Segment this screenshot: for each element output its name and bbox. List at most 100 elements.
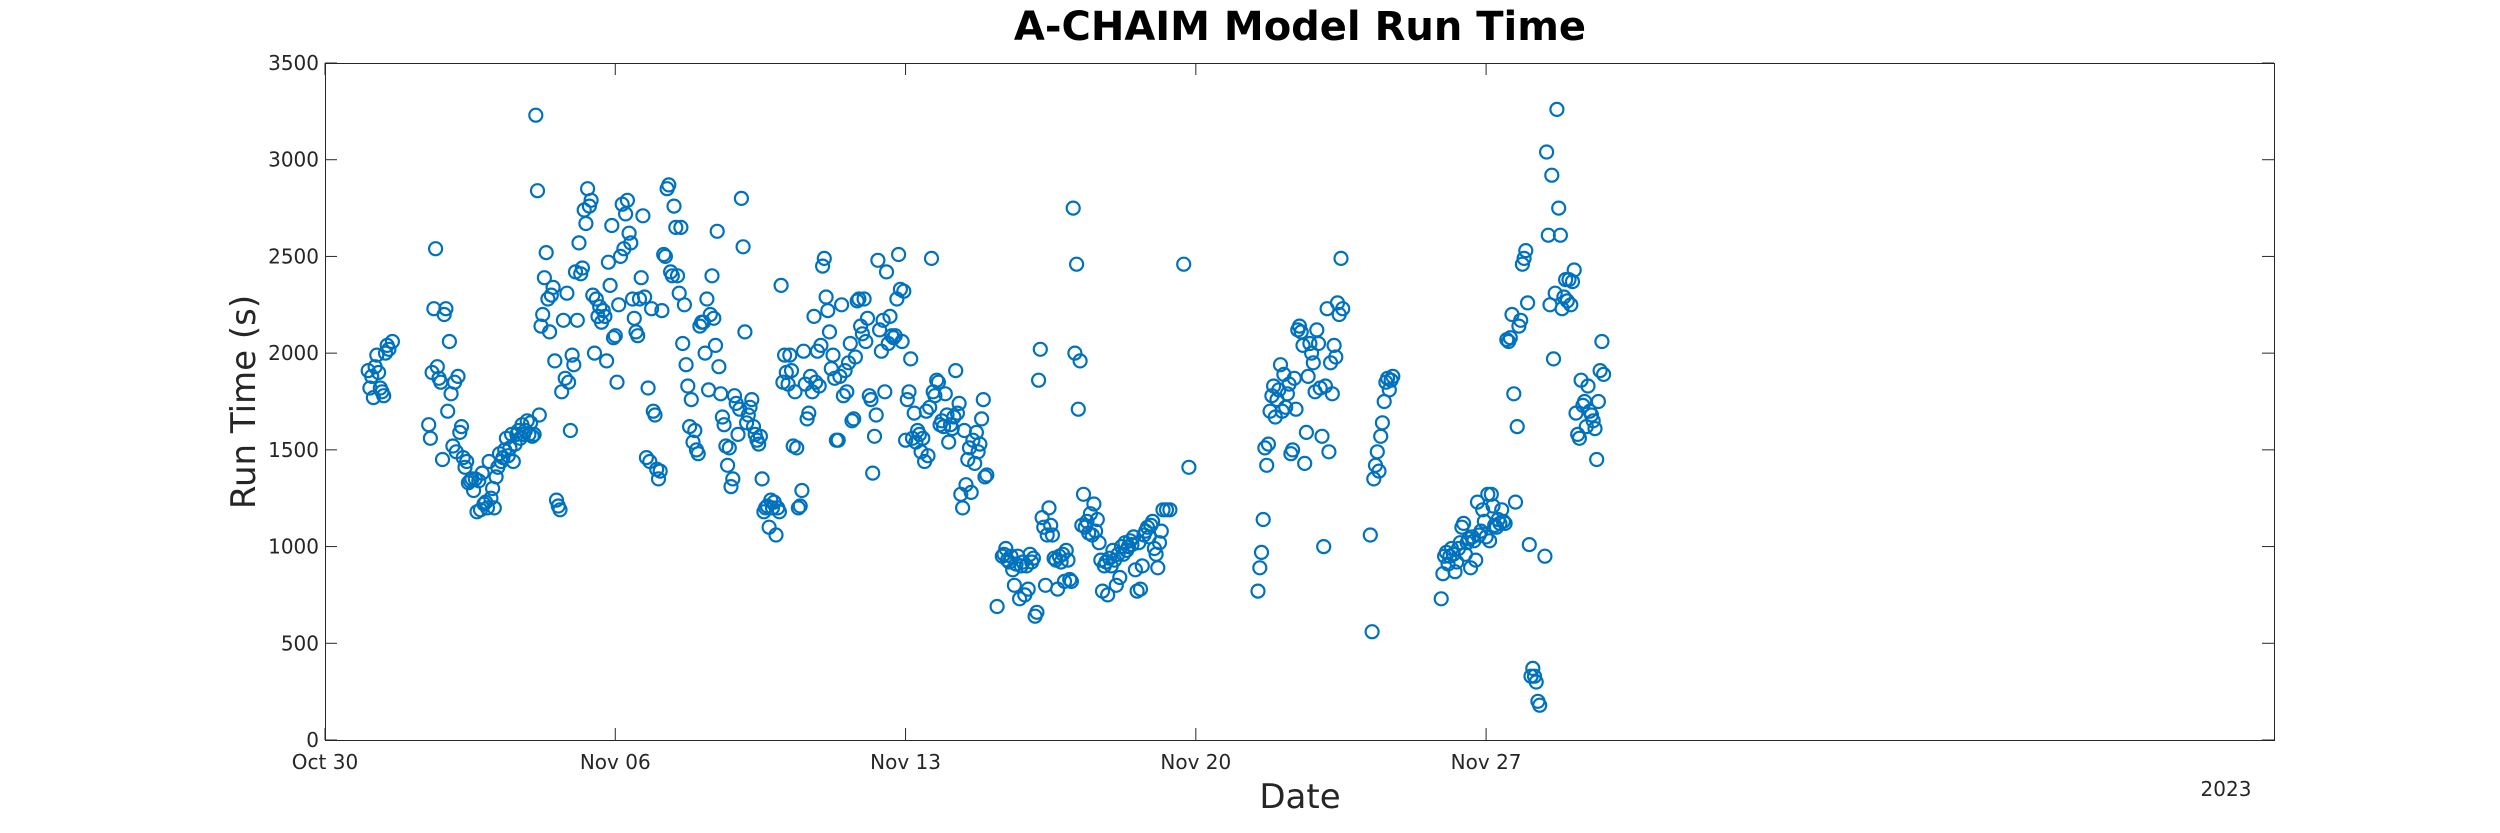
data-point <box>600 254 617 270</box>
data-point <box>471 473 487 489</box>
data-point <box>571 235 587 251</box>
data-point <box>1089 511 1105 528</box>
data-point <box>1566 262 1582 278</box>
data-point <box>849 293 865 309</box>
data-point <box>422 430 438 446</box>
data-point <box>1468 552 1484 568</box>
data-point <box>751 436 767 452</box>
data-point <box>1385 368 1401 384</box>
data-point <box>923 250 940 266</box>
data-point <box>737 324 753 340</box>
data-point <box>1181 459 1197 475</box>
data-point <box>825 347 841 363</box>
data-point <box>1039 527 1055 543</box>
data-point <box>1257 440 1273 456</box>
data-point <box>870 252 886 268</box>
data-point <box>851 291 867 307</box>
data-point <box>488 469 504 485</box>
data-point <box>894 333 910 350</box>
data-point <box>837 363 853 379</box>
data-point <box>830 432 846 448</box>
data-point <box>856 291 872 307</box>
data-point <box>1314 428 1330 444</box>
data-point <box>949 405 966 421</box>
data-point <box>626 310 642 326</box>
data-point <box>1255 511 1271 528</box>
data-point <box>673 219 689 235</box>
data-point <box>899 392 915 408</box>
data-point <box>951 395 967 411</box>
data-point <box>1485 498 1501 514</box>
data-point <box>1032 341 1048 357</box>
data-point <box>1547 285 1563 301</box>
data-point <box>683 392 699 408</box>
data-point <box>1279 386 1296 402</box>
plot-area-frame <box>325 63 2275 741</box>
data-point <box>552 502 568 518</box>
data-point <box>1030 372 1047 388</box>
data-point <box>656 246 672 263</box>
data-point <box>1559 293 1575 309</box>
data-point <box>723 479 739 495</box>
data-point <box>697 345 713 361</box>
data-point <box>854 326 871 342</box>
data-point <box>1144 513 1161 530</box>
data-point <box>529 183 546 199</box>
data-point <box>1518 243 1534 259</box>
data-point <box>1288 401 1304 417</box>
data-point <box>557 370 573 386</box>
data-point <box>1594 333 1610 350</box>
data-point <box>878 264 895 280</box>
data-point <box>1551 200 1567 216</box>
y-tick-label: 3500 <box>268 51 319 75</box>
data-point <box>754 471 770 487</box>
data-point <box>434 451 451 468</box>
data-point <box>664 268 680 284</box>
data-point <box>555 312 572 328</box>
data-point <box>687 422 703 439</box>
data-point <box>1587 421 1603 437</box>
data-point <box>661 177 677 193</box>
data-point <box>733 190 750 206</box>
data-point <box>541 324 558 340</box>
x-axis-year-label: 2023 <box>2201 777 2252 801</box>
data-point <box>1494 502 1510 518</box>
data-point <box>440 403 456 419</box>
data-point <box>1326 337 1342 353</box>
data-point <box>598 353 615 369</box>
data-point <box>1034 509 1050 526</box>
data-point <box>789 440 805 456</box>
data-point <box>954 500 971 516</box>
data-point <box>1070 401 1086 417</box>
data-point <box>1462 560 1479 576</box>
data-point <box>650 471 667 487</box>
data-point <box>578 215 594 232</box>
data-point <box>1060 552 1076 568</box>
data-point <box>1153 523 1169 539</box>
data-point <box>543 287 559 303</box>
data-point <box>636 289 653 305</box>
data-point <box>607 328 623 344</box>
data-point <box>536 270 553 286</box>
data-point <box>1580 378 1596 394</box>
data-point <box>846 411 862 427</box>
data-point <box>597 308 613 324</box>
data-point <box>479 500 495 516</box>
data-point <box>1324 386 1340 402</box>
data-point <box>562 422 579 439</box>
data-point <box>668 219 684 235</box>
data-point <box>930 374 947 390</box>
data-point <box>1525 660 1541 677</box>
data-point <box>882 308 898 324</box>
data-point <box>657 248 674 264</box>
data-point <box>927 388 943 404</box>
data-point <box>704 268 720 284</box>
data-point <box>979 467 995 483</box>
data-point <box>773 277 789 293</box>
data-point <box>1075 486 1092 502</box>
data-point <box>859 310 876 326</box>
data-point <box>1295 337 1311 353</box>
data-point <box>1043 517 1059 533</box>
y-tick-label: 1000 <box>268 535 319 559</box>
